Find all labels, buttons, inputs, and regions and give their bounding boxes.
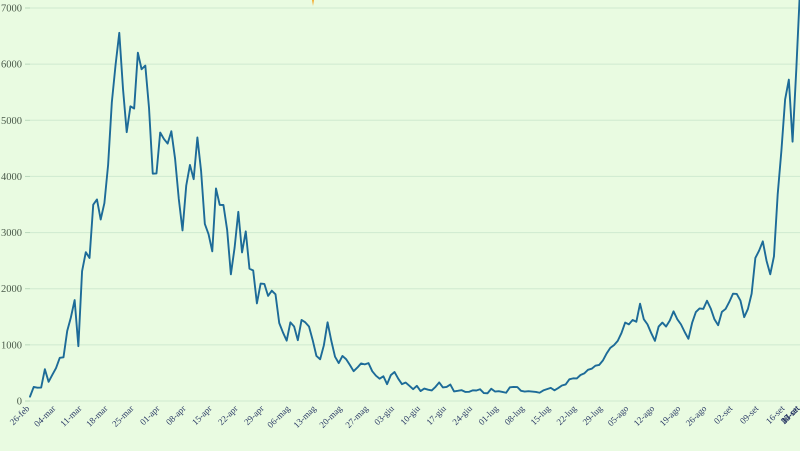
y-axis-tick-label: 6000 (1, 60, 22, 71)
y-axis-tick-label: 7000 (1, 4, 22, 15)
y-axis-tick-label: 4000 (1, 172, 22, 183)
y-axis-tick-label: 5000 (1, 116, 22, 127)
y-axis-tick-labels: 0 1000 2000 3000 4000 5000 6000 7000 (1, 4, 22, 408)
gridlines-group (25, 7, 800, 402)
y-axis-tick-label: 2000 (1, 284, 22, 295)
y-axis-tick-label: 0 (17, 397, 22, 408)
y-axis-tick-label: 3000 (1, 228, 22, 239)
y-axis-tick-label: 1000 (1, 340, 22, 351)
series-line-nuovi-positivi (29, 0, 800, 398)
